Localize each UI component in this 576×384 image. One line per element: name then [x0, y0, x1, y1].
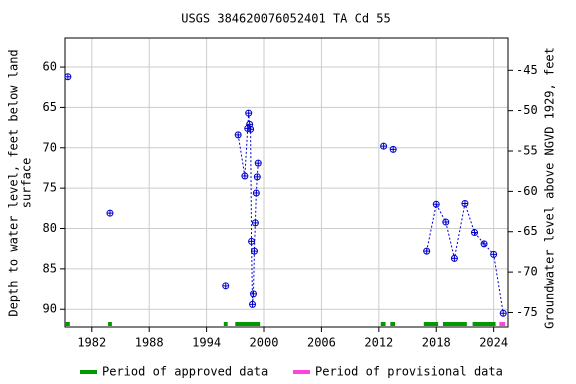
- y2-tick-label: -75: [516, 305, 538, 319]
- period-bar: [380, 322, 386, 326]
- data-point: [64, 73, 72, 81]
- data-point: [106, 209, 114, 217]
- period-bar: [442, 322, 467, 326]
- data-point: [253, 173, 261, 181]
- data-point: [234, 131, 242, 139]
- x-tick-label: 2012: [364, 336, 393, 350]
- period-bar: [235, 322, 261, 326]
- y-tick-label: 80: [43, 221, 57, 235]
- data-line: [426, 201, 504, 314]
- point-cross: [248, 238, 255, 245]
- y2-tick-label: -70: [516, 265, 538, 279]
- data-point: [241, 172, 249, 180]
- data-point: [248, 237, 256, 245]
- point-cross: [451, 255, 458, 262]
- y-tick-label: 90: [43, 302, 57, 316]
- period-bar: [390, 322, 396, 326]
- y-label: Depth to water level, feet below land su…: [7, 49, 34, 316]
- plot-frame: [64, 37, 509, 328]
- point-cross: [245, 110, 252, 117]
- y2-tick-label: -55: [516, 144, 538, 158]
- point-cross: [249, 301, 256, 308]
- point-cross: [471, 229, 478, 236]
- y2-tick-label: -45: [516, 63, 538, 77]
- x-tick-label: 2018: [422, 336, 451, 350]
- y-label-line: surface: [20, 158, 34, 209]
- period-bar: [472, 322, 496, 326]
- period-bar: [65, 322, 70, 326]
- data-point: [380, 142, 388, 150]
- x-tick-label: 2024: [479, 336, 508, 350]
- x-tick-label: 1994: [192, 336, 221, 350]
- point-cross: [380, 143, 387, 150]
- data-point: [450, 254, 458, 262]
- point-cross: [481, 240, 488, 247]
- x-tick-label: 1988: [135, 336, 164, 350]
- period-bar: [423, 322, 439, 326]
- point-cross: [490, 251, 497, 258]
- data-line: [237, 113, 259, 305]
- point-cross: [252, 219, 259, 226]
- period-bar: [499, 322, 506, 326]
- data-point: [423, 247, 431, 255]
- data-point: [249, 300, 257, 308]
- data-point: [471, 229, 479, 237]
- data-point: [432, 200, 440, 208]
- point-cross: [390, 146, 397, 153]
- period-bar: [223, 322, 228, 326]
- y-tick-label: 75: [43, 181, 57, 195]
- data-point: [245, 109, 253, 117]
- point-cross: [241, 173, 248, 180]
- data-point: [254, 159, 262, 167]
- x-tick-label: 1982: [77, 336, 106, 350]
- data-point: [251, 219, 259, 227]
- period-bar: [108, 322, 112, 326]
- data-point: [222, 282, 230, 290]
- data-point: [499, 309, 507, 317]
- y2-tick-label: -65: [516, 224, 538, 238]
- y-tick-label: 85: [43, 261, 57, 275]
- legend-label: Period of approved data: [102, 365, 268, 379]
- point-cross: [64, 73, 71, 80]
- point-cross: [433, 201, 440, 208]
- x-tick-label: 2000: [250, 336, 279, 350]
- point-cross: [254, 173, 261, 180]
- point-cross: [247, 126, 254, 133]
- point-cross: [461, 200, 468, 207]
- legend-label: Period of provisional data: [315, 365, 503, 379]
- point-cross: [235, 131, 242, 138]
- point-cross: [253, 189, 260, 196]
- data-point: [490, 250, 498, 258]
- chart-title: USGS 384620076052401 TA Cd 55: [181, 12, 391, 26]
- y2-tick-label: -50: [516, 103, 538, 117]
- y-tick-label: 60: [43, 60, 57, 74]
- point-cross: [251, 248, 258, 255]
- point-cross: [423, 248, 430, 255]
- y2-label: Groundwater level above NGVD 1929, feet: [543, 47, 557, 329]
- data-point: [247, 125, 255, 133]
- point-cross: [500, 310, 507, 317]
- point-cross: [255, 160, 262, 167]
- point-cross: [442, 219, 449, 226]
- x-tick-label: 2006: [307, 336, 336, 350]
- y-tick-label: 70: [43, 140, 57, 154]
- data-point: [442, 218, 450, 226]
- y-label-line: Depth to water level, feet below land: [7, 49, 21, 316]
- data-point: [389, 145, 397, 153]
- data-point: [480, 240, 488, 248]
- data-point: [461, 199, 469, 207]
- point-cross: [250, 290, 257, 297]
- point-cross: [106, 210, 113, 217]
- point-cross: [222, 282, 229, 289]
- y2-tick-label: -60: [516, 184, 538, 198]
- data-point: [250, 247, 258, 255]
- data-point: [252, 189, 260, 197]
- data-point: [249, 290, 257, 298]
- y-tick-label: 65: [43, 100, 57, 114]
